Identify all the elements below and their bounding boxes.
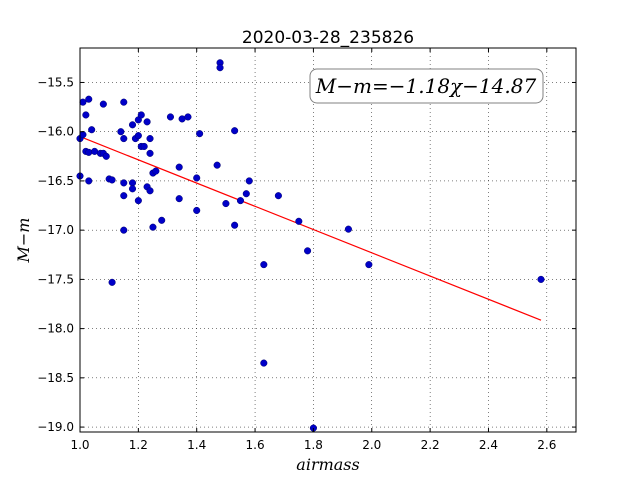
data-point <box>108 278 116 286</box>
y-tick-label: −16.0 <box>37 125 74 139</box>
data-point <box>102 152 110 160</box>
data-point <box>143 118 151 126</box>
data-point <box>245 177 253 185</box>
data-point <box>134 132 142 140</box>
x-tick-label: 1.2 <box>129 438 148 452</box>
data-points <box>76 59 545 432</box>
data-point <box>236 197 245 205</box>
data-point <box>344 225 352 233</box>
data-point <box>120 226 128 234</box>
data-point <box>140 142 148 151</box>
data-point <box>242 190 250 198</box>
data-point <box>85 177 93 185</box>
data-point <box>128 185 137 193</box>
x-tick-label: 1.6 <box>246 438 265 452</box>
data-point <box>274 192 282 200</box>
data-point <box>128 121 137 129</box>
data-point <box>166 113 174 121</box>
data-point <box>537 275 545 283</box>
data-point <box>216 64 224 72</box>
chart-title: 2020-03-28_235826 <box>242 28 414 48</box>
y-tick-label: −18.0 <box>37 322 74 336</box>
x-tick-label: 2.2 <box>421 438 440 452</box>
x-tick-label: 1.8 <box>304 438 323 452</box>
data-point <box>120 179 128 187</box>
y-tick-label: −16.5 <box>37 174 74 188</box>
data-point <box>120 192 128 200</box>
data-point <box>82 111 90 119</box>
data-point <box>79 131 87 139</box>
x-tick-label: 2.6 <box>537 438 556 452</box>
fit-equation-text: M−m=−1.18χ−14.87 <box>315 74 537 98</box>
data-point <box>158 216 166 224</box>
data-point <box>231 221 239 229</box>
data-point <box>79 98 87 106</box>
data-point <box>117 128 125 136</box>
plot-frame <box>79 47 577 433</box>
data-point <box>193 206 201 215</box>
data-point <box>196 130 204 138</box>
data-point <box>85 148 93 156</box>
data-point <box>146 135 154 143</box>
data-point <box>295 217 303 225</box>
data-point <box>99 100 107 108</box>
data-point <box>120 98 128 106</box>
data-point <box>304 247 312 255</box>
data-point <box>213 161 221 169</box>
fit-equation-box <box>309 68 544 104</box>
axis-ticks: 1.0 1.2 1.4 1.6 1.8 2.0 2.2 2.4 2.6 −15.5 −16.0 −16… <box>37 48 576 452</box>
data-point <box>222 200 230 208</box>
data-point <box>149 223 157 231</box>
data-point <box>134 197 142 205</box>
data-point <box>88 126 96 134</box>
fit-line <box>79 136 542 321</box>
x-axis-label: airmass <box>296 455 359 474</box>
data-point <box>146 149 154 157</box>
data-point <box>260 261 268 269</box>
data-point <box>128 179 137 187</box>
data-point <box>231 127 239 135</box>
y-axis-label: M−m <box>14 218 33 264</box>
data-point <box>175 163 183 171</box>
y-tick-label: −18.5 <box>37 371 74 385</box>
data-point <box>184 113 192 121</box>
y-tick-label: −15.5 <box>37 75 74 89</box>
data-point <box>120 135 128 143</box>
fit-line-group <box>79 136 542 321</box>
data-point <box>146 187 154 195</box>
y-tick-label: −19.0 <box>37 420 74 434</box>
x-tick-label: 2.0 <box>362 438 381 452</box>
y-tick-label: −17.5 <box>37 272 74 286</box>
grid-lines <box>79 48 576 432</box>
data-point <box>85 95 93 103</box>
data-point <box>365 261 373 269</box>
y-tick-label: −17.0 <box>37 223 74 237</box>
x-tick-label: 1.0 <box>70 438 89 452</box>
data-point <box>108 176 116 184</box>
data-point <box>260 359 268 367</box>
data-point <box>175 195 183 203</box>
plot-area <box>80 48 576 432</box>
data-point <box>193 174 201 182</box>
data-point <box>152 167 160 175</box>
x-tick-label: 1.4 <box>187 438 206 452</box>
data-point <box>137 111 145 119</box>
x-tick-label: 2.4 <box>479 438 498 452</box>
